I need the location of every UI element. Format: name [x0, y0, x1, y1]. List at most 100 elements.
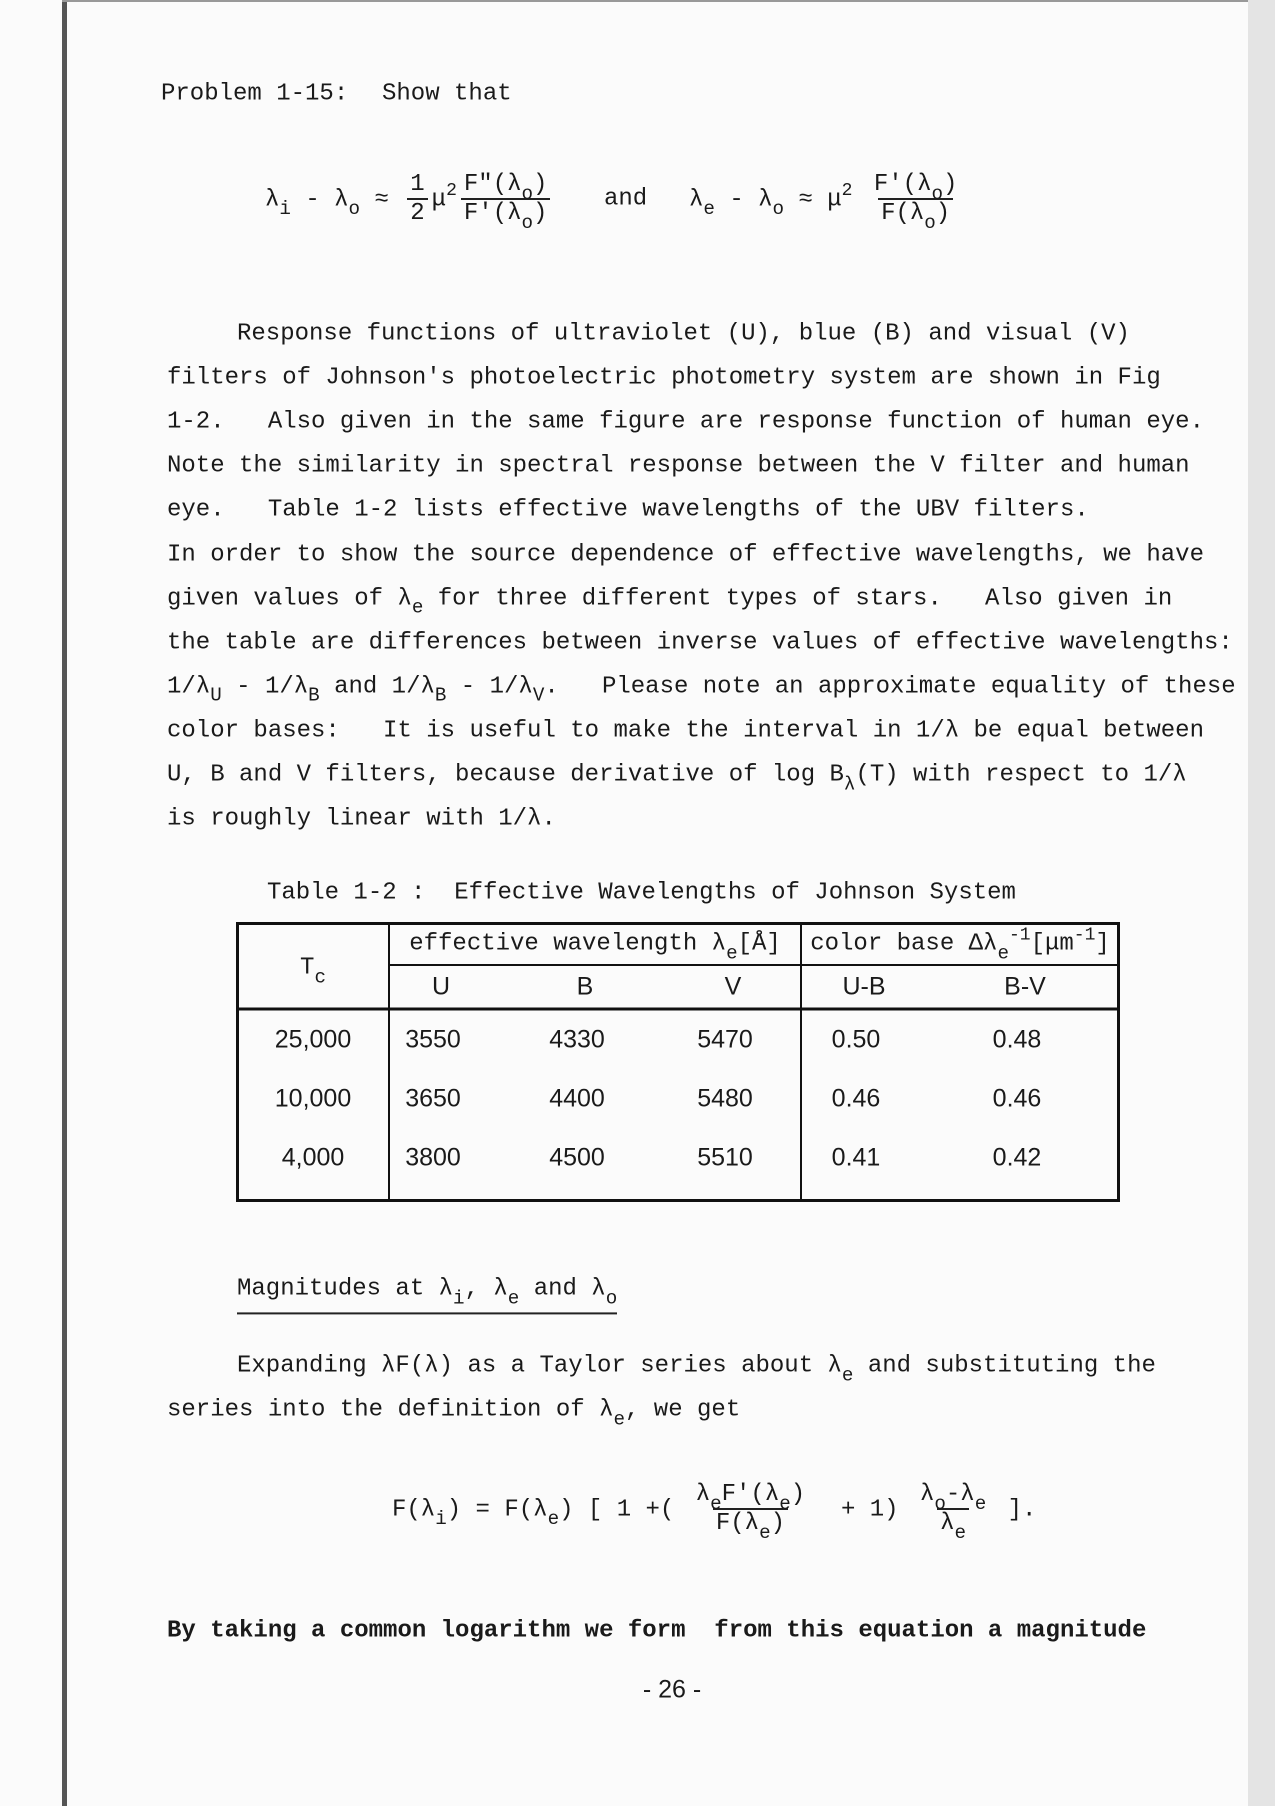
table-cell: 5480 — [697, 1084, 753, 1113]
subscript: e — [759, 1521, 771, 1544]
closing-line: By taking a common logarithm we form fro… — [167, 1617, 1147, 1645]
text-run: Response functions of ultraviolet (U), b… — [237, 320, 1130, 348]
numerator: F"(λo) — [461, 171, 551, 205]
text-run: F"(λ — [463, 171, 522, 198]
text-run: λ — [940, 1510, 955, 1537]
text-run: ≈ — [360, 186, 404, 214]
denominator: λe — [937, 1508, 970, 1544]
text-run: Expanding λF(λ) as a Taylor series about… — [237, 1352, 842, 1380]
fraction: λeF'(λe) F(λe) — [693, 1481, 808, 1544]
table-cell: 0.41 — [831, 1143, 881, 1172]
subscript: e — [779, 1492, 791, 1515]
text-run: filters of Johnson's photoelectric photo… — [167, 364, 1161, 392]
problem-text: Show that — [382, 80, 512, 108]
text-run: color base Δλ — [810, 930, 998, 958]
denominator: F'(λo) — [460, 198, 551, 234]
text-run — [852, 186, 866, 213]
left-edge — [62, 0, 67, 1806]
subscript: o — [931, 182, 943, 205]
table-cell: 3800 — [405, 1143, 461, 1172]
text-run: - λ — [290, 186, 349, 214]
text-line: Expanding λF(λ) as a Taylor series about… — [237, 1352, 1156, 1387]
subscript: e — [703, 197, 715, 220]
text-run: 1-2. Also given in the same figure are r… — [167, 408, 1204, 436]
text-run: + 1) — [812, 1496, 913, 1524]
text-run: F'(λ — [721, 1481, 780, 1508]
table-cell: 0.48 — [992, 1025, 1042, 1054]
text-run: and λ — [519, 1275, 606, 1303]
table-cell: 3650 — [405, 1084, 461, 1113]
column-header: U — [431, 972, 451, 1001]
text-line: given values of λe for three different t… — [167, 585, 1172, 619]
text-line: 1-2. Also given in the same figure are r… — [167, 409, 1204, 436]
text-run: Note the similarity in spectral response… — [167, 452, 1190, 480]
numerator: F'(λo) — [871, 171, 961, 205]
equation-join: and — [604, 185, 648, 213]
text-run: F(λ — [392, 1496, 436, 1524]
text-line: is roughly linear with 1/λ. — [167, 806, 556, 833]
text-run: U, B and V filters, because derivative o… — [167, 761, 844, 789]
text-line: the table are differences between invers… — [167, 629, 1233, 656]
subscript: V — [532, 684, 545, 707]
subscript: λ — [843, 773, 856, 796]
text-run: is roughly linear with 1/λ. — [167, 805, 556, 833]
numerator: 1 — [407, 171, 427, 198]
text-line: In order to show the source dependence o… — [167, 541, 1204, 568]
subscript: o — [521, 211, 534, 234]
table-title: Table 1-2 : Effective Wavelengths of Joh… — [267, 879, 1016, 907]
subscript: B — [308, 684, 320, 707]
subscript: e — [997, 942, 1009, 965]
subscript: o — [605, 1287, 618, 1310]
text-line: U, B and V filters, because derivative o… — [167, 761, 1187, 796]
subscript: U — [210, 684, 222, 707]
text-run: 2 — [410, 200, 425, 227]
text-run: λ — [265, 186, 280, 214]
text-run: ) — [533, 171, 548, 198]
right-shade — [1248, 0, 1275, 1806]
table-cell: 0.50 — [831, 1025, 881, 1054]
section-heading: Magnitudes at λi, λe and λo — [237, 1275, 618, 1315]
text-line: series into the definition of λe, we get — [167, 1397, 740, 1431]
subscript: i — [279, 197, 291, 220]
text-run: F'(λ — [873, 171, 932, 198]
problem-label: Problem 1-15: — [161, 80, 349, 108]
text-run: F(λ — [715, 1510, 760, 1537]
text-run: ) — [790, 1481, 806, 1508]
superscript: -1 — [1073, 925, 1096, 946]
text-run: given values of λ — [167, 585, 412, 613]
text-run: F'(λ — [463, 200, 522, 227]
table-cell: 0.42 — [992, 1143, 1042, 1172]
text-line: Response functions of ultraviolet (U), b… — [237, 321, 1130, 348]
subscript: i — [453, 1287, 465, 1310]
text-run: 1 — [410, 171, 425, 198]
text-run: . Please note an approximate equality of… — [544, 673, 1236, 701]
equation: F(λi) = F(λe) [ 1 +( λeF'(λe) F(λe) + 1) … — [392, 1481, 1036, 1544]
text-run: effective wavelength λ — [409, 930, 727, 958]
superscript: 2 — [446, 181, 457, 202]
table-cell: 5470 — [697, 1025, 753, 1054]
text-run: the table are differences between invers… — [167, 629, 1233, 657]
text-run: ) — [943, 171, 958, 198]
subscript: B — [434, 684, 447, 707]
text-run: ) — [770, 1510, 785, 1537]
text-run: [μm — [1030, 930, 1074, 958]
text-run: λ — [919, 1481, 935, 1508]
table-cell: 4,000 — [281, 1143, 345, 1172]
text-line: Note the similarity in spectral response… — [167, 453, 1190, 480]
table-cell: 3550 — [405, 1025, 461, 1054]
subscript: c — [314, 966, 326, 989]
subscript: e — [974, 1492, 987, 1515]
text-run: ) — [935, 200, 951, 227]
text-run: eye. Table 1-2 lists effective wavelengt… — [167, 496, 1089, 524]
fraction: F"(λo) F'(λo) — [460, 171, 551, 234]
equation: λi - λo ≈ 1 2 μ2 F"(λo) F'(λo) — [265, 171, 554, 234]
table-cell: 0.46 — [831, 1084, 881, 1113]
column-header: V — [724, 972, 742, 1001]
subscript: e — [613, 1408, 625, 1431]
denominator: 2 — [407, 198, 428, 227]
page-number: - 26 - — [642, 1675, 702, 1704]
text-run: [Å] — [737, 930, 781, 958]
subscript: o — [924, 211, 936, 234]
